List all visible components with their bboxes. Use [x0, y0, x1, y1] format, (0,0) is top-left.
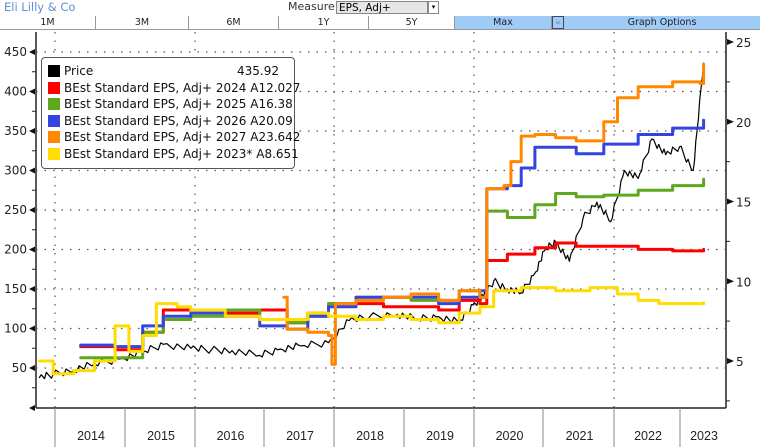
x-tick-label: 2022: [634, 429, 662, 443]
x-tick-label: 2018: [356, 429, 384, 443]
legend-label: BEst Standard EPS, Adj+ 2024 A: [64, 80, 259, 95]
security-title[interactable]: Eli Lilly & Co: [4, 0, 76, 14]
legend-swatch-icon: [48, 131, 60, 144]
legend-swatch-icon: [48, 81, 60, 94]
tick-arrow-icon: [29, 207, 35, 213]
y-left-tick-label: 200: [4, 243, 27, 257]
legend-swatch-icon: [48, 65, 60, 78]
measure-select[interactable]: EPS, Adj+: [336, 1, 428, 14]
legend-item[interactable]: BEst Standard EPS, Adj+ 2024 A 12.027: [48, 80, 300, 97]
legend-item[interactable]: BEst Standard EPS, Adj+ 2023* A 8.651: [48, 146, 299, 163]
tab-1y[interactable]: 1Y: [279, 16, 369, 29]
tab-5y[interactable]: 5Y: [369, 16, 455, 29]
legend-item[interactable]: BEst Standard EPS, Adj+ 2025 A 16.38: [48, 96, 293, 113]
y-right-tick-label: 15: [736, 196, 751, 210]
legend-value: 435.92: [237, 64, 279, 79]
legend-value: 8.651: [264, 146, 299, 161]
legend-swatch-icon: [48, 114, 60, 127]
legend-label: BEst Standard EPS, Adj+ 2026 A: [64, 113, 259, 128]
period-tabs: 1M 3M 6M 1Y 5Y Max «Graph Options: [0, 16, 760, 30]
tick-arrow-icon: [29, 246, 35, 253]
y-left-tick-label: 100: [4, 322, 27, 336]
x-tick-label: 2020: [496, 429, 524, 443]
y-right-tick-label: 25: [736, 36, 751, 50]
x-tick-label: 2023: [690, 429, 718, 443]
chart-plot: 50 100 150 200 250 300 350 400 450 5 10 15 20 25 2014 2…: [4, 32, 751, 447]
x-tick-label: 2019: [426, 429, 454, 443]
y-left-tick-label: 300: [4, 164, 27, 178]
tick-arrow-icon: [727, 198, 734, 205]
tick-arrow-icon: [29, 286, 35, 292]
dropdown-arrow-icon[interactable]: ▾: [428, 1, 439, 14]
legend-label: BEst Standard EPS, Adj+ 2023* A: [64, 146, 265, 161]
tick-arrow-icon: [29, 405, 35, 411]
legend-value: 20.09: [258, 113, 293, 128]
x-tick-label: 2014: [77, 429, 105, 443]
tick-arrow-icon: [727, 278, 734, 285]
legend-item[interactable]: BEst Standard EPS, Adj+ 2026 A 20.09: [48, 113, 293, 130]
y-right-tick-label: 20: [736, 116, 751, 130]
tick-arrow-icon: [727, 39, 734, 45]
y-left-tick-label: 50: [12, 361, 27, 375]
legend-value: 23.642: [258, 130, 301, 145]
tick-arrow-icon: [29, 365, 35, 371]
legend-label: Price: [64, 64, 94, 79]
y-right-tick-label: 5: [736, 355, 744, 369]
tick-arrow-icon: [29, 325, 35, 332]
measure-label: Measure: [288, 0, 335, 13]
legend-swatch-icon: [48, 147, 60, 160]
legend-swatch-icon: [48, 98, 60, 111]
tick-arrow-icon: [29, 49, 35, 55]
tab-3m[interactable]: 3M: [96, 16, 189, 29]
legend-item[interactable]: BEst Standard EPS, Adj+ 2027 A 23.642: [48, 129, 300, 146]
collapse-icon[interactable]: «: [552, 16, 564, 29]
y-left-tick-label: 150: [4, 282, 27, 296]
tick-arrow-icon: [29, 128, 35, 134]
legend-label: BEst Standard EPS, Adj+ 2027 A: [64, 130, 259, 145]
y-left-tick-label: 250: [4, 203, 27, 217]
chart-legend: Price 435.92 BEst Standard EPS, Adj+ 2024 …: [41, 57, 300, 169]
y-left-tick-label: 450: [4, 45, 27, 59]
y-left-tick-label: 350: [4, 124, 27, 138]
tick-arrow-icon: [29, 167, 35, 174]
series-line-best-standard-eps-adj-2027-a: [282, 62, 706, 366]
legend-item[interactable]: Price 435.92: [48, 63, 289, 80]
tab-max[interactable]: Max: [455, 16, 552, 29]
chart-header: Eli Lilly & Co Measure EPS, Adj+ ▾: [0, 0, 760, 16]
x-tick-label: 2016: [217, 429, 245, 443]
tick-arrow-icon: [29, 88, 35, 95]
tick-arrow-icon: [727, 358, 734, 364]
legend-value: 16.38: [258, 97, 293, 112]
legend-label: BEst Standard EPS, Adj+ 2025 A: [64, 97, 259, 112]
tab-6m[interactable]: 6M: [189, 16, 279, 29]
tick-arrow-icon: [727, 118, 734, 125]
tab-1m[interactable]: 1M: [0, 16, 96, 29]
series-line-best-standard-eps-adj-2025-a: [79, 177, 706, 360]
x-tick-label: 2015: [147, 429, 175, 443]
y-right-tick-label: 10: [736, 275, 751, 289]
graph-options-button[interactable]: Graph Options: [564, 16, 760, 29]
x-tick-label: 2021: [566, 429, 594, 443]
series-line-best-standard-eps-adj-2023-a: [37, 286, 706, 376]
x-tick-label: 2017: [286, 429, 314, 443]
y-left-tick-label: 400: [4, 85, 27, 99]
legend-value: 12.027: [258, 80, 301, 95]
